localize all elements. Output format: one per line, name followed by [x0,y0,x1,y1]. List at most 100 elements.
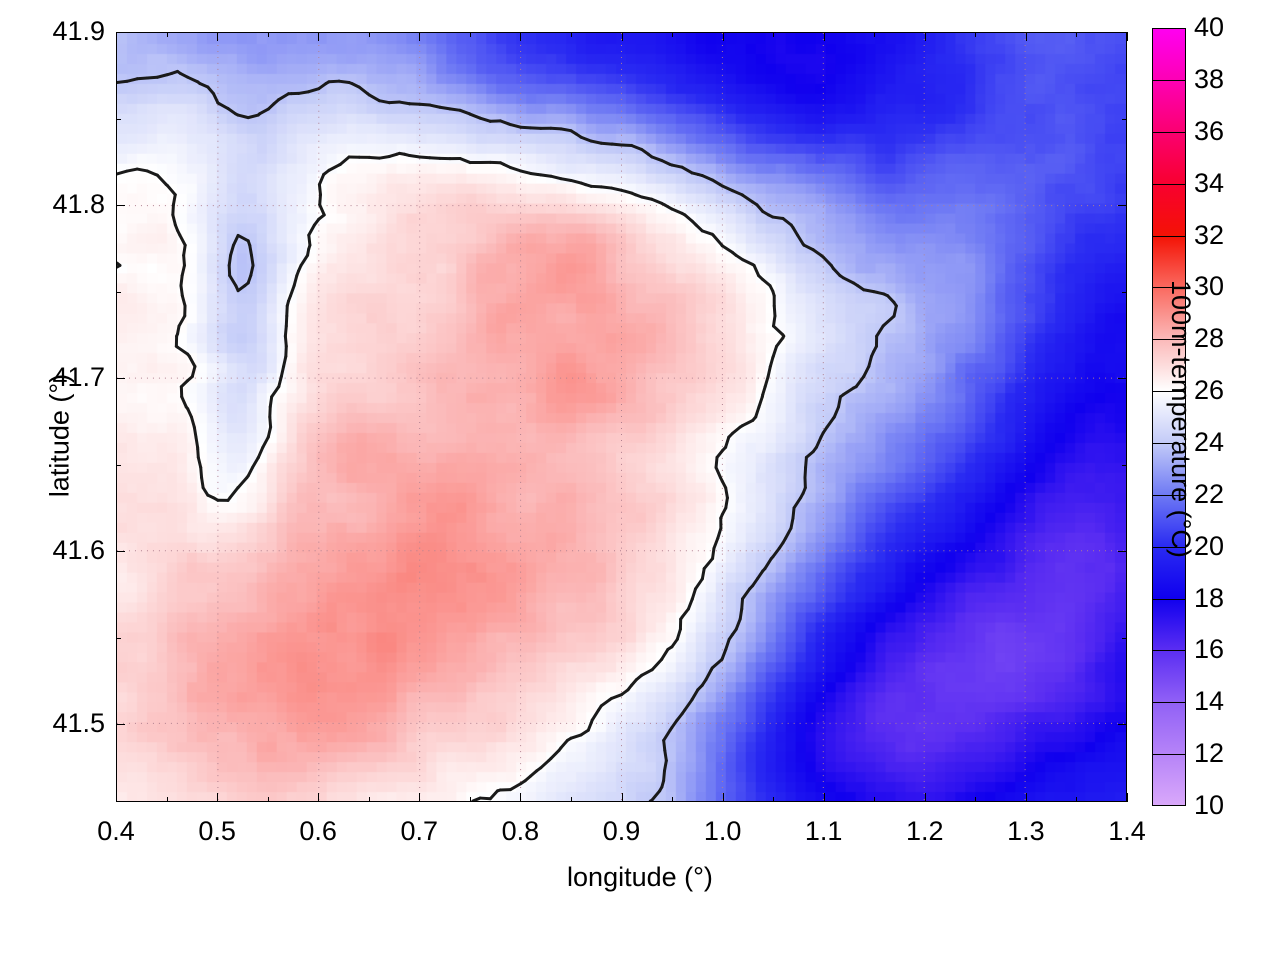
colorbar-tick [1152,391,1186,393]
colorbar-tick-label: 14 [1194,686,1225,717]
x-tick-minor [975,797,977,802]
x-tick-label: 0.7 [400,816,439,846]
y-tick-label: 41.5 [52,708,105,739]
y-tick-minor [116,118,121,120]
x-tick-major [722,32,724,41]
x-tick-minor [975,32,977,37]
plot-area [116,32,1127,802]
colorbar-gradient [1152,28,1186,806]
x-tick-major [217,32,219,41]
x-tick-major [520,793,522,802]
x-tick-minor [166,797,168,802]
x-tick-minor [672,32,674,37]
y-tick-minor [1122,637,1127,639]
x-tick-major [116,793,117,802]
x-tick-minor [368,797,370,802]
x-tick-minor [773,32,775,37]
grid-lines [117,33,1126,801]
x-tick-label: 1.1 [804,816,843,846]
x-tick-minor [469,797,471,802]
y-tick-minor [116,464,121,466]
x-tick-minor [874,797,876,802]
x-tick-major [318,793,320,802]
colorbar-tick [1152,650,1186,652]
colorbar-tick [1152,183,1186,185]
y-tick-label: 41.7 [52,362,105,393]
y-tick-major [116,724,125,726]
x-tick-major [419,32,421,41]
x-tick-minor [1076,797,1078,802]
x-tick-minor [570,797,572,802]
contour-lines [117,69,898,801]
x-tick-label: 0.9 [602,816,641,846]
x-tick-major [217,793,219,802]
colorbar-tick-label: 40 [1194,12,1225,42]
colorbar-tick-label: 24 [1194,426,1225,457]
colorbar-tick [1152,79,1186,81]
colorbar-tick-label: 16 [1194,634,1225,665]
x-tick-major [621,32,623,41]
colorbar-tick [1152,494,1186,496]
x-tick-major [722,793,724,802]
y-tick-major [116,551,125,553]
x-tick-major [924,793,926,802]
colorbar-tick-label: 32 [1194,219,1225,250]
y-tick-minor [1122,291,1127,293]
x-tick-label: 0.4 [97,816,135,846]
colorbar-tick-label: 10 [1194,790,1225,820]
x-tick-minor [267,32,269,37]
x-tick-major [621,793,623,802]
x-tick-major [1025,793,1027,802]
x-tick-major [924,32,926,41]
y-tick-major [116,32,125,33]
colorbar-tick [1152,339,1186,341]
y-tick-major [1118,32,1127,33]
x-tick-label: 0.8 [501,816,540,846]
colorbar-tick [1152,546,1186,548]
x-tick-label: 0.6 [299,816,337,846]
x-tick-label: 1.0 [703,816,742,846]
colorbar-tick-label: 22 [1194,478,1225,509]
colorbar-tick-label: 30 [1194,271,1225,302]
x-tick-major [318,32,320,41]
x-tick-major [419,793,421,802]
colorbar [1152,28,1186,806]
x-tick-minor [672,797,674,802]
x-tick-minor [570,32,572,37]
y-tick-major [116,378,125,380]
y-axis-label: latitude (°) [44,373,75,498]
x-tick-minor [166,32,168,37]
y-tick-minor [116,291,121,293]
x-tick-minor [1076,32,1078,37]
x-tick-minor [267,797,269,802]
colorbar-tick-label: 28 [1194,323,1225,354]
colorbar-tick-label: 20 [1194,530,1225,561]
x-tick-minor [469,32,471,37]
y-tick-major [116,205,125,207]
x-tick-major [116,32,117,41]
colorbar-tick [1152,287,1186,289]
colorbar-tick-label: 38 [1194,63,1225,94]
x-tick-major [1025,32,1027,41]
y-tick-label: 41.9 [52,16,105,46]
y-tick-minor [1122,118,1127,120]
y-tick-major [1118,205,1127,207]
colorbar-tick [1152,598,1186,600]
colorbar-tick-label: 26 [1194,375,1225,406]
y-tick-label: 41.6 [52,535,105,566]
colorbar-tick-label: 12 [1194,738,1225,769]
x-tick-major [520,32,522,41]
y-tick-major [1118,551,1127,553]
x-tick-major [1127,793,1128,802]
x-tick-label: 0.5 [198,816,236,846]
x-tick-minor [874,32,876,37]
x-tick-label: 1.2 [906,816,944,846]
x-tick-label: 1.3 [1007,816,1045,846]
colorbar-tick [1152,442,1186,444]
x-tick-label: 1.4 [1108,816,1146,846]
x-tick-major [823,32,825,41]
colorbar-tick [1152,131,1186,133]
colorbar-tick [1152,754,1186,756]
x-tick-minor [773,797,775,802]
